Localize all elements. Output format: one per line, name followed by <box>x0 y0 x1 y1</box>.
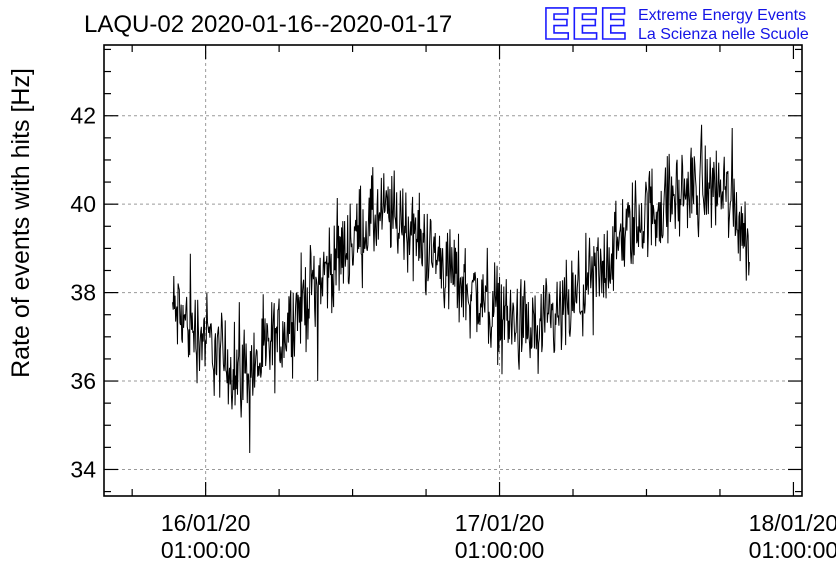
eee-logo-line2: La Scienza nelle Scuole <box>638 26 809 43</box>
chart-title: LAQU-02 2020-01-16--2020-01-17 <box>84 11 452 38</box>
y-tick-label: 38 <box>70 280 96 306</box>
x-tick-date: 17/01/20 <box>455 510 545 536</box>
x-tick-labels: 16/01/2001:00:0017/01/2001:00:0018/01/20… <box>161 510 836 563</box>
eee-logo-letters: EEE <box>542 0 627 50</box>
x-tick-date: 18/01/20 <box>749 510 836 536</box>
eee-logo: EEE Extreme Energy Events La Scienza nel… <box>541 0 809 51</box>
y-tick-label: 34 <box>70 456 96 482</box>
x-tick-time: 01:00:00 <box>161 537 251 563</box>
y-axis-label: Rate of events with hits [Hz] <box>7 68 35 378</box>
x-tick-time: 01:00:00 <box>455 537 545 563</box>
x-tick-time: 01:00:00 <box>749 537 836 563</box>
axes <box>103 44 803 497</box>
eee-logo-line1: Extreme Energy Events <box>638 7 806 24</box>
y-tick-label: 42 <box>70 103 96 129</box>
y-tick-label: 36 <box>70 368 96 394</box>
y-tick-label: 40 <box>70 191 96 217</box>
x-tick-date: 16/01/20 <box>161 510 251 536</box>
rate-series-line <box>172 124 750 453</box>
y-tick-labels: 34 36 38 40 42 <box>70 103 96 483</box>
series-layer <box>172 124 750 453</box>
